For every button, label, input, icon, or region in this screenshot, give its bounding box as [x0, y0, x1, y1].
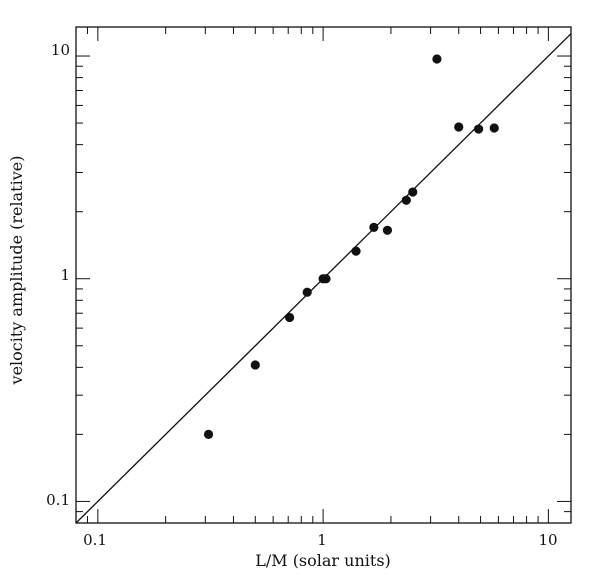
data-point [408, 187, 418, 197]
x-axis-label: L/M (solar units) [255, 551, 391, 570]
data-point [382, 225, 393, 235]
data-point [454, 122, 464, 132]
data-point [432, 54, 442, 64]
data-point [203, 429, 214, 439]
data-point [321, 274, 331, 284]
data-points [203, 54, 499, 439]
y-tick-label-10: 10 [51, 41, 70, 59]
data-point [473, 124, 484, 134]
data-point [302, 287, 312, 297]
x-tick-label-10: 10 [538, 531, 557, 549]
y-tick-label-0.1: 0.1 [46, 491, 70, 509]
data-point [250, 360, 260, 370]
y-tick-label-1: 1 [60, 266, 70, 284]
data-point [351, 246, 361, 256]
data-point [285, 312, 295, 323]
x-tick-label-0.1: 0.1 [83, 531, 107, 549]
data-point [489, 123, 499, 133]
minor-ticks [75, 27, 571, 524]
y-axis-label: velocity amplitude (relative) [7, 156, 26, 386]
x-tick-label-1: 1 [317, 531, 327, 549]
major-ticks [76, 27, 571, 523]
data-point [401, 195, 411, 205]
data-point [369, 222, 379, 233]
